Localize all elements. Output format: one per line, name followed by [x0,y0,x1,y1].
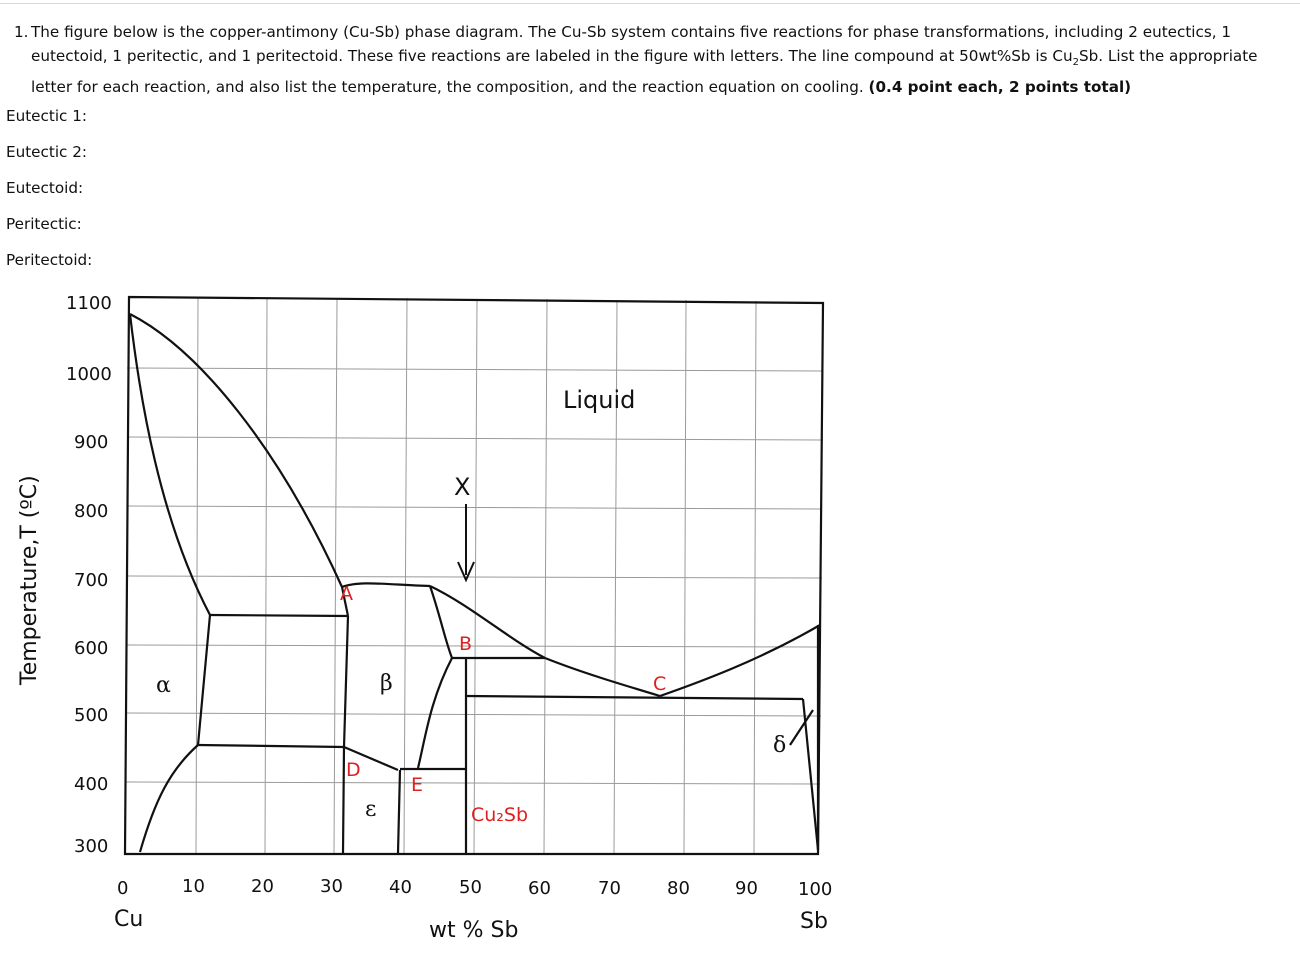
reaction-letter-d: D [346,759,361,781]
question-block: 1. The figure below is the copper-antimo… [14,20,1286,99]
y-tick: 800 [74,501,108,522]
epsilon-left [341,746,346,854]
x-tick: 90 [735,878,758,899]
question-subscript: 2 [1072,57,1079,69]
grid [124,296,824,855]
arrow-x-label: X [454,473,470,501]
beta-to-D [343,745,399,772]
reaction-letter-b: B [459,633,472,655]
y-tick: 700 [74,570,108,591]
y-tick: 1000 [66,364,112,385]
beta-right-lower [416,657,453,769]
phase-delta: δ [773,733,786,758]
y-tick: 300 [74,836,108,857]
y-tick: 1100 [66,293,112,314]
solidus-beta [428,585,454,659]
question-text-main: The figure below is the copper-antimony … [31,23,1232,65]
answer-list: Eutectic 1: Eutectic 2: Eutectoid: Perit… [6,105,92,285]
question-text: The figure below is the copper-antimony … [31,20,1286,99]
y-axis-label: Temperature,T (ºC) [17,475,42,686]
alpha-solvus [138,744,199,853]
x-tick: 60 [528,878,551,899]
phase-beta: β [380,671,393,696]
reaction-letter-a: A [340,583,353,605]
phase-alpha: α [156,673,171,698]
x-tick: 100 [798,879,832,900]
phase-epsilon: ε [365,797,376,822]
isotherm-D [197,743,345,749]
alpha-boundary [196,614,212,746]
x-right-element-label: Sb [800,909,828,934]
isotherm-C [465,694,804,701]
plot-frame [123,295,825,856]
beta-left-boundary [342,615,350,748]
y-ticks: 1100 1000 900 800 700 600 500 400 300 [66,293,112,857]
delta-pointer [789,709,814,746]
answer-eutectic-2: Eutectic 2: [6,143,88,161]
epsilon-right [396,769,402,854]
liquidus-beta-right [429,585,546,659]
phase-compound: Cu₂Sb [471,804,528,826]
answer-eutectic-1: Eutectic 1: [6,107,88,125]
phase-liquid: Liquid [563,386,635,414]
y-tick: 400 [74,774,108,795]
reaction-letter-e: E [411,774,423,796]
x-tick: 50 [459,877,482,898]
liquidus-beta-left [341,582,431,589]
x-tick: 20 [251,876,274,897]
liquidus-cu [129,313,344,588]
x-tick: 70 [598,878,621,899]
question-number: 1. [14,23,29,41]
answer-peritectoid: Peritectoid: [6,251,93,269]
x-axis-label: wt % Sb [429,918,518,943]
answer-peritectic: Peritectic: [6,215,82,233]
delta-solvus [801,698,820,851]
reaction-letter-c: C [653,673,666,695]
top-divider [0,3,1300,4]
answer-eutectoid: Eutectoid: [6,179,84,197]
x-ticks: 0 10 20 30 40 50 60 70 80 90 100 [117,876,832,900]
liquidus-sb-left [544,656,661,698]
question-text-after: Sb. List the appropriate letter for each… [31,47,1258,97]
x-left-element-label: Cu [114,907,143,932]
x-tick: 30 [320,876,343,897]
y-tick: 500 [74,705,108,726]
question-points: (0.4 point each, 2 points total) [868,78,1132,97]
x-tick: 10 [182,876,205,897]
phase-boundaries [128,313,821,854]
x-tick: 40 [389,877,412,898]
x-tick: 0 [117,878,128,899]
x-tick: 80 [667,878,690,899]
arrow-x [457,504,475,583]
y-tick: 600 [74,638,108,659]
solidus-alpha [128,313,211,616]
liquidus-sb-right [659,624,821,698]
beta-left-lower [340,586,350,617]
y-tick: 900 [74,432,108,453]
isotherm-A [209,613,349,618]
